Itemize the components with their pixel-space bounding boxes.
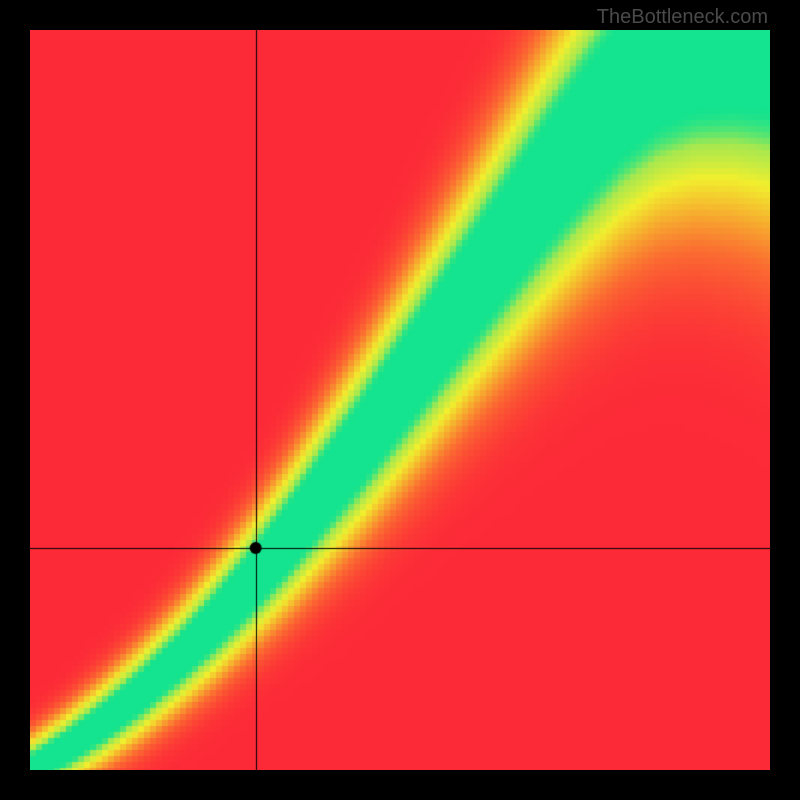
- bottleneck-heatmap: [30, 30, 770, 770]
- attribution-label: TheBottleneck.com: [597, 6, 768, 29]
- plot-area: [30, 30, 770, 770]
- chart-frame: TheBottleneck.com: [0, 0, 800, 800]
